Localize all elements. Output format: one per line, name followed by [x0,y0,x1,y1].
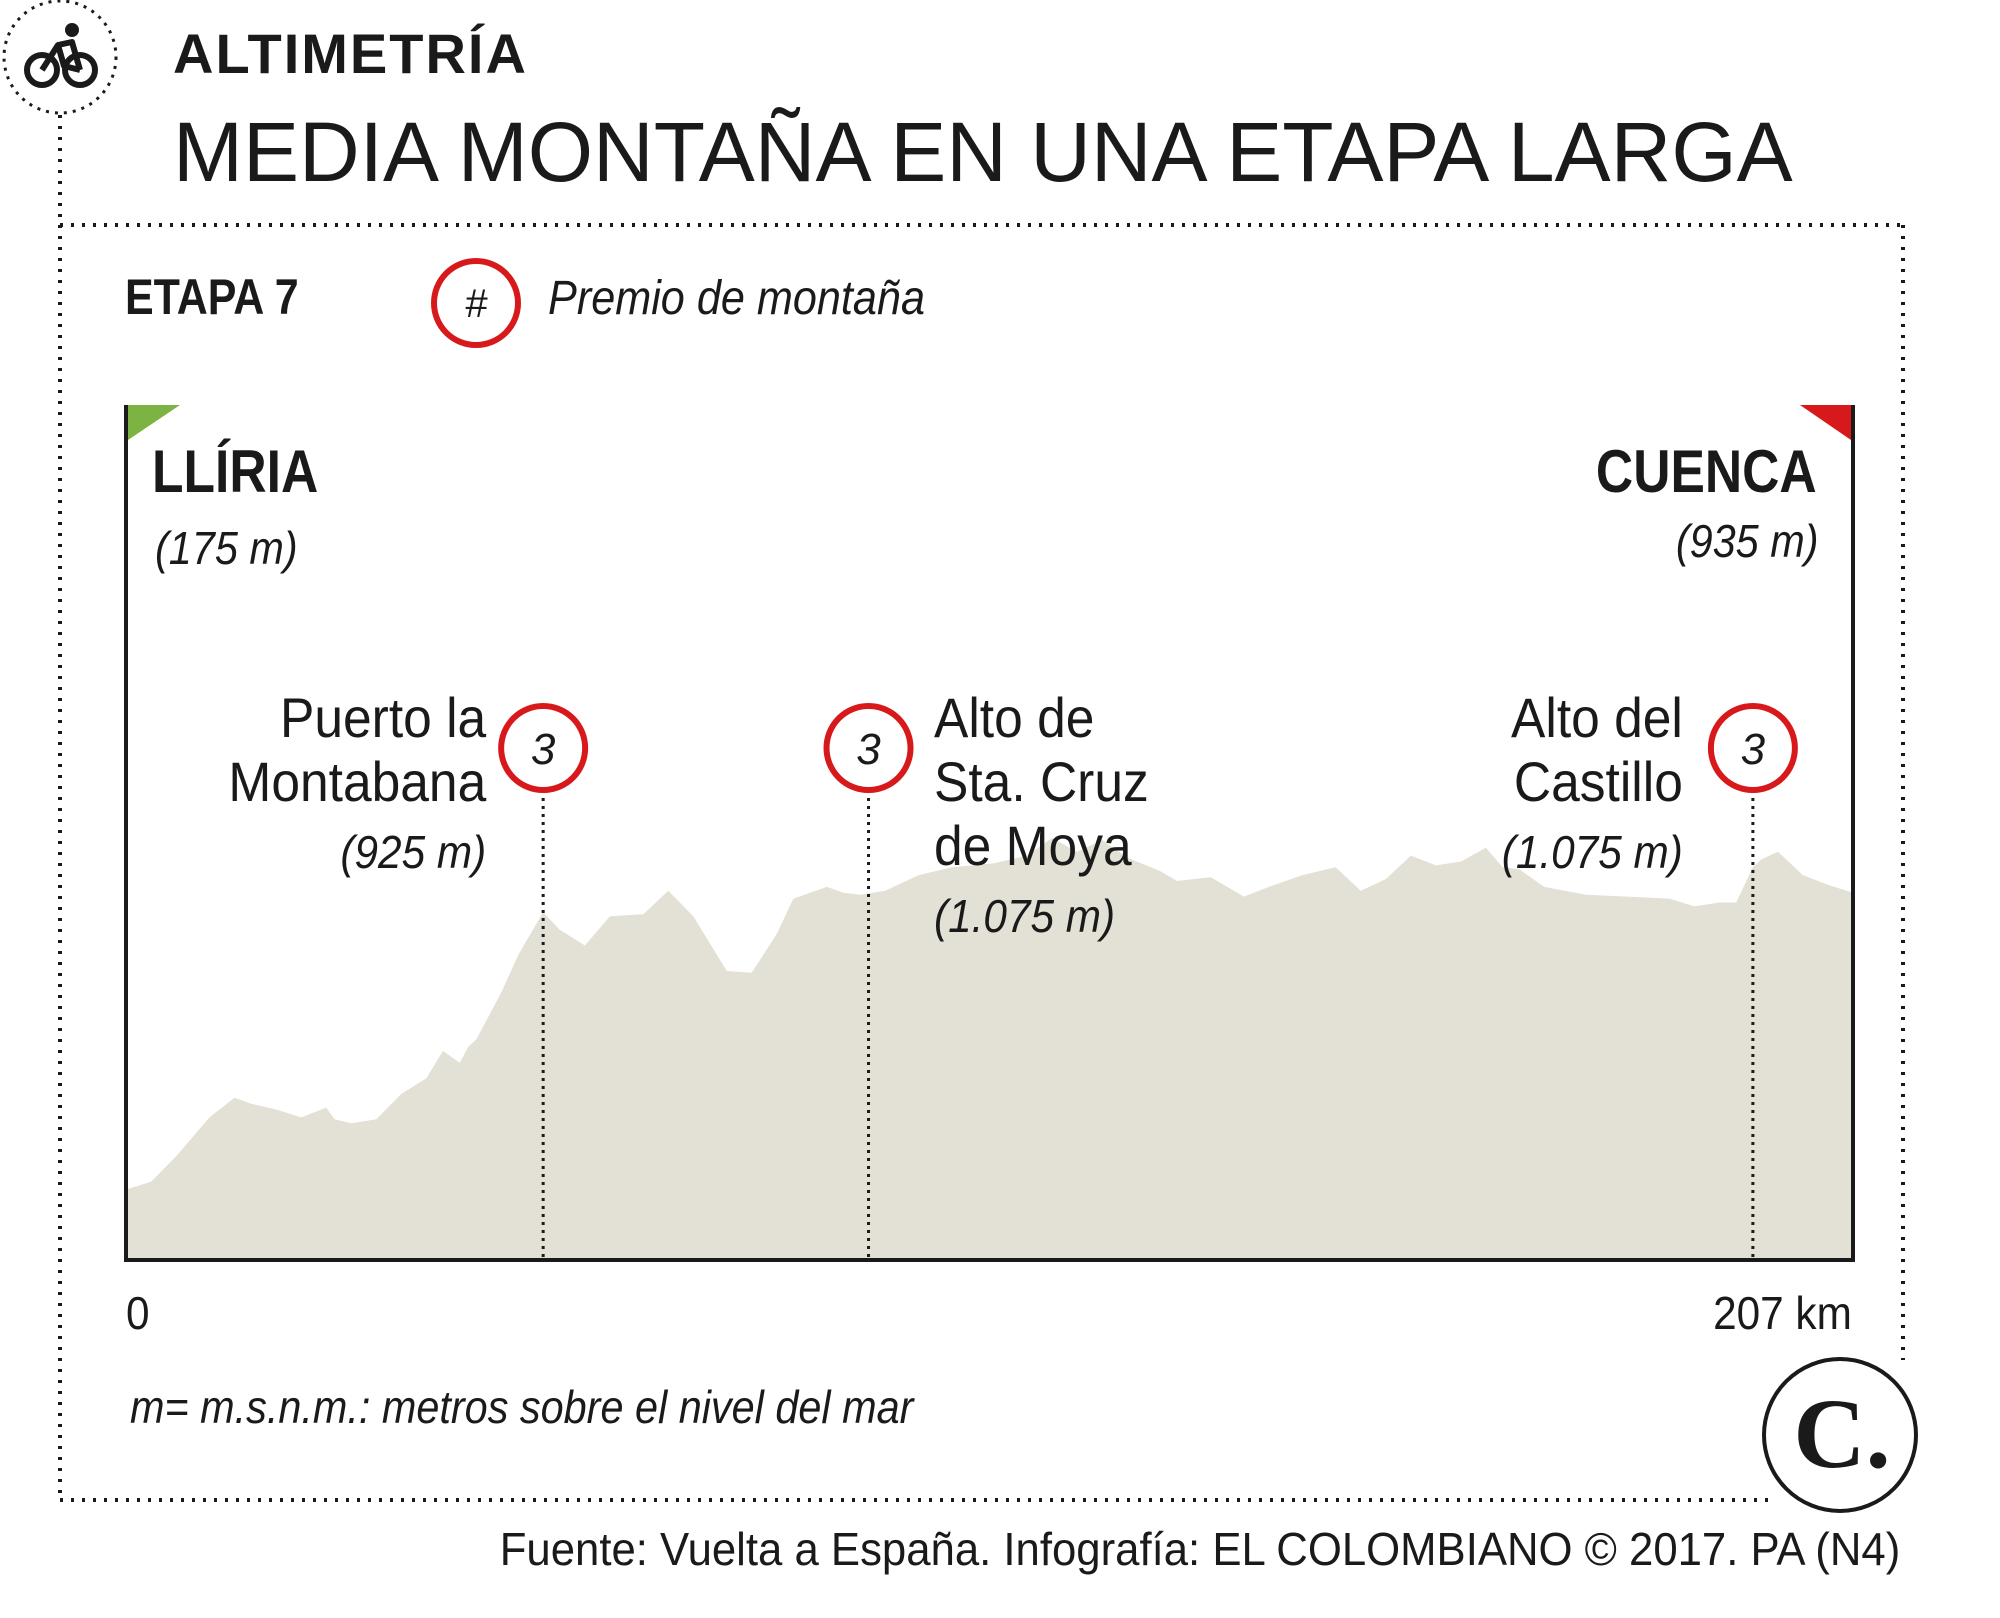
elevation-profile-area [126,838,1853,1258]
climb-3-badge-circle [1707,703,1798,793]
legend-symbol: # [465,282,488,326]
footnote: m= m.s.n.m.: metros sobre el nivel del m… [130,1381,914,1433]
climb-label-1: Puerto la Montabana (925 m) [228,686,486,884]
x-axis-end-label: 207 km [1713,1287,1852,1339]
climb-1-name-line1: Puerto la [279,686,486,749]
cycling-icon [2,0,118,115]
climb-1-altitude: (925 m) [340,826,486,878]
finish-city: CUENCA [1596,438,1817,505]
x-axis-start-label: 0 [126,1287,150,1339]
climb-3-name-line1: Alto del [1511,686,1683,749]
climb-2-name-line2: Sta. Cruz [934,750,1149,813]
climb-3-category: 3 [1741,725,1766,774]
climb-3-altitude: (1.075 m) [1501,826,1683,878]
climb-1-badge-circle [498,703,589,793]
mountain-prize-legend-icon: # [431,258,521,348]
finish-altitude: (935 m) [1675,515,1818,567]
start-altitude: (175 m) [155,522,298,574]
stage-label: ETAPA 7 [125,269,299,325]
start-city: LLÍRIA [152,438,319,505]
page-title: MEDIA MONTAÑA EN UNA ETAPA LARGA [173,105,1793,199]
climb-1-name-line2: Montabana [228,750,486,813]
el-colombiano-logo: C. [1762,1357,1918,1513]
climb-2-name-line1: Alto de [934,686,1095,749]
climb-2-altitude: (1.075 m) [934,890,1116,942]
climb-2-category-badge: 3 [823,703,914,793]
climb-label-3: Alto del Castillo (1.075 m) [1502,686,1683,884]
start-flag-icon [128,405,180,440]
climb-label-2: Alto de Sta. Cruz de Moya (1.075 m) [934,686,1149,948]
climb-2-name-line3: de Moya [934,814,1132,877]
climb-1-category: 3 [531,725,556,774]
logo-letter: C. [1793,1378,1890,1489]
climb-3-name-line2: Castillo [1514,750,1683,813]
climb-2-category: 3 [856,725,881,774]
finish-flag-icon [1800,405,1851,440]
section-kicker: ALTIMETRÍA [173,22,528,85]
source-credit: Fuente: Vuelta a España. Infografía: EL … [499,1523,1900,1575]
climb-1-category-badge: 3 [498,703,589,793]
climb-3-category-badge: 3 [1707,703,1798,793]
climb-2-badge-circle [823,703,914,793]
legend-label: Premio de montaña [548,272,926,325]
